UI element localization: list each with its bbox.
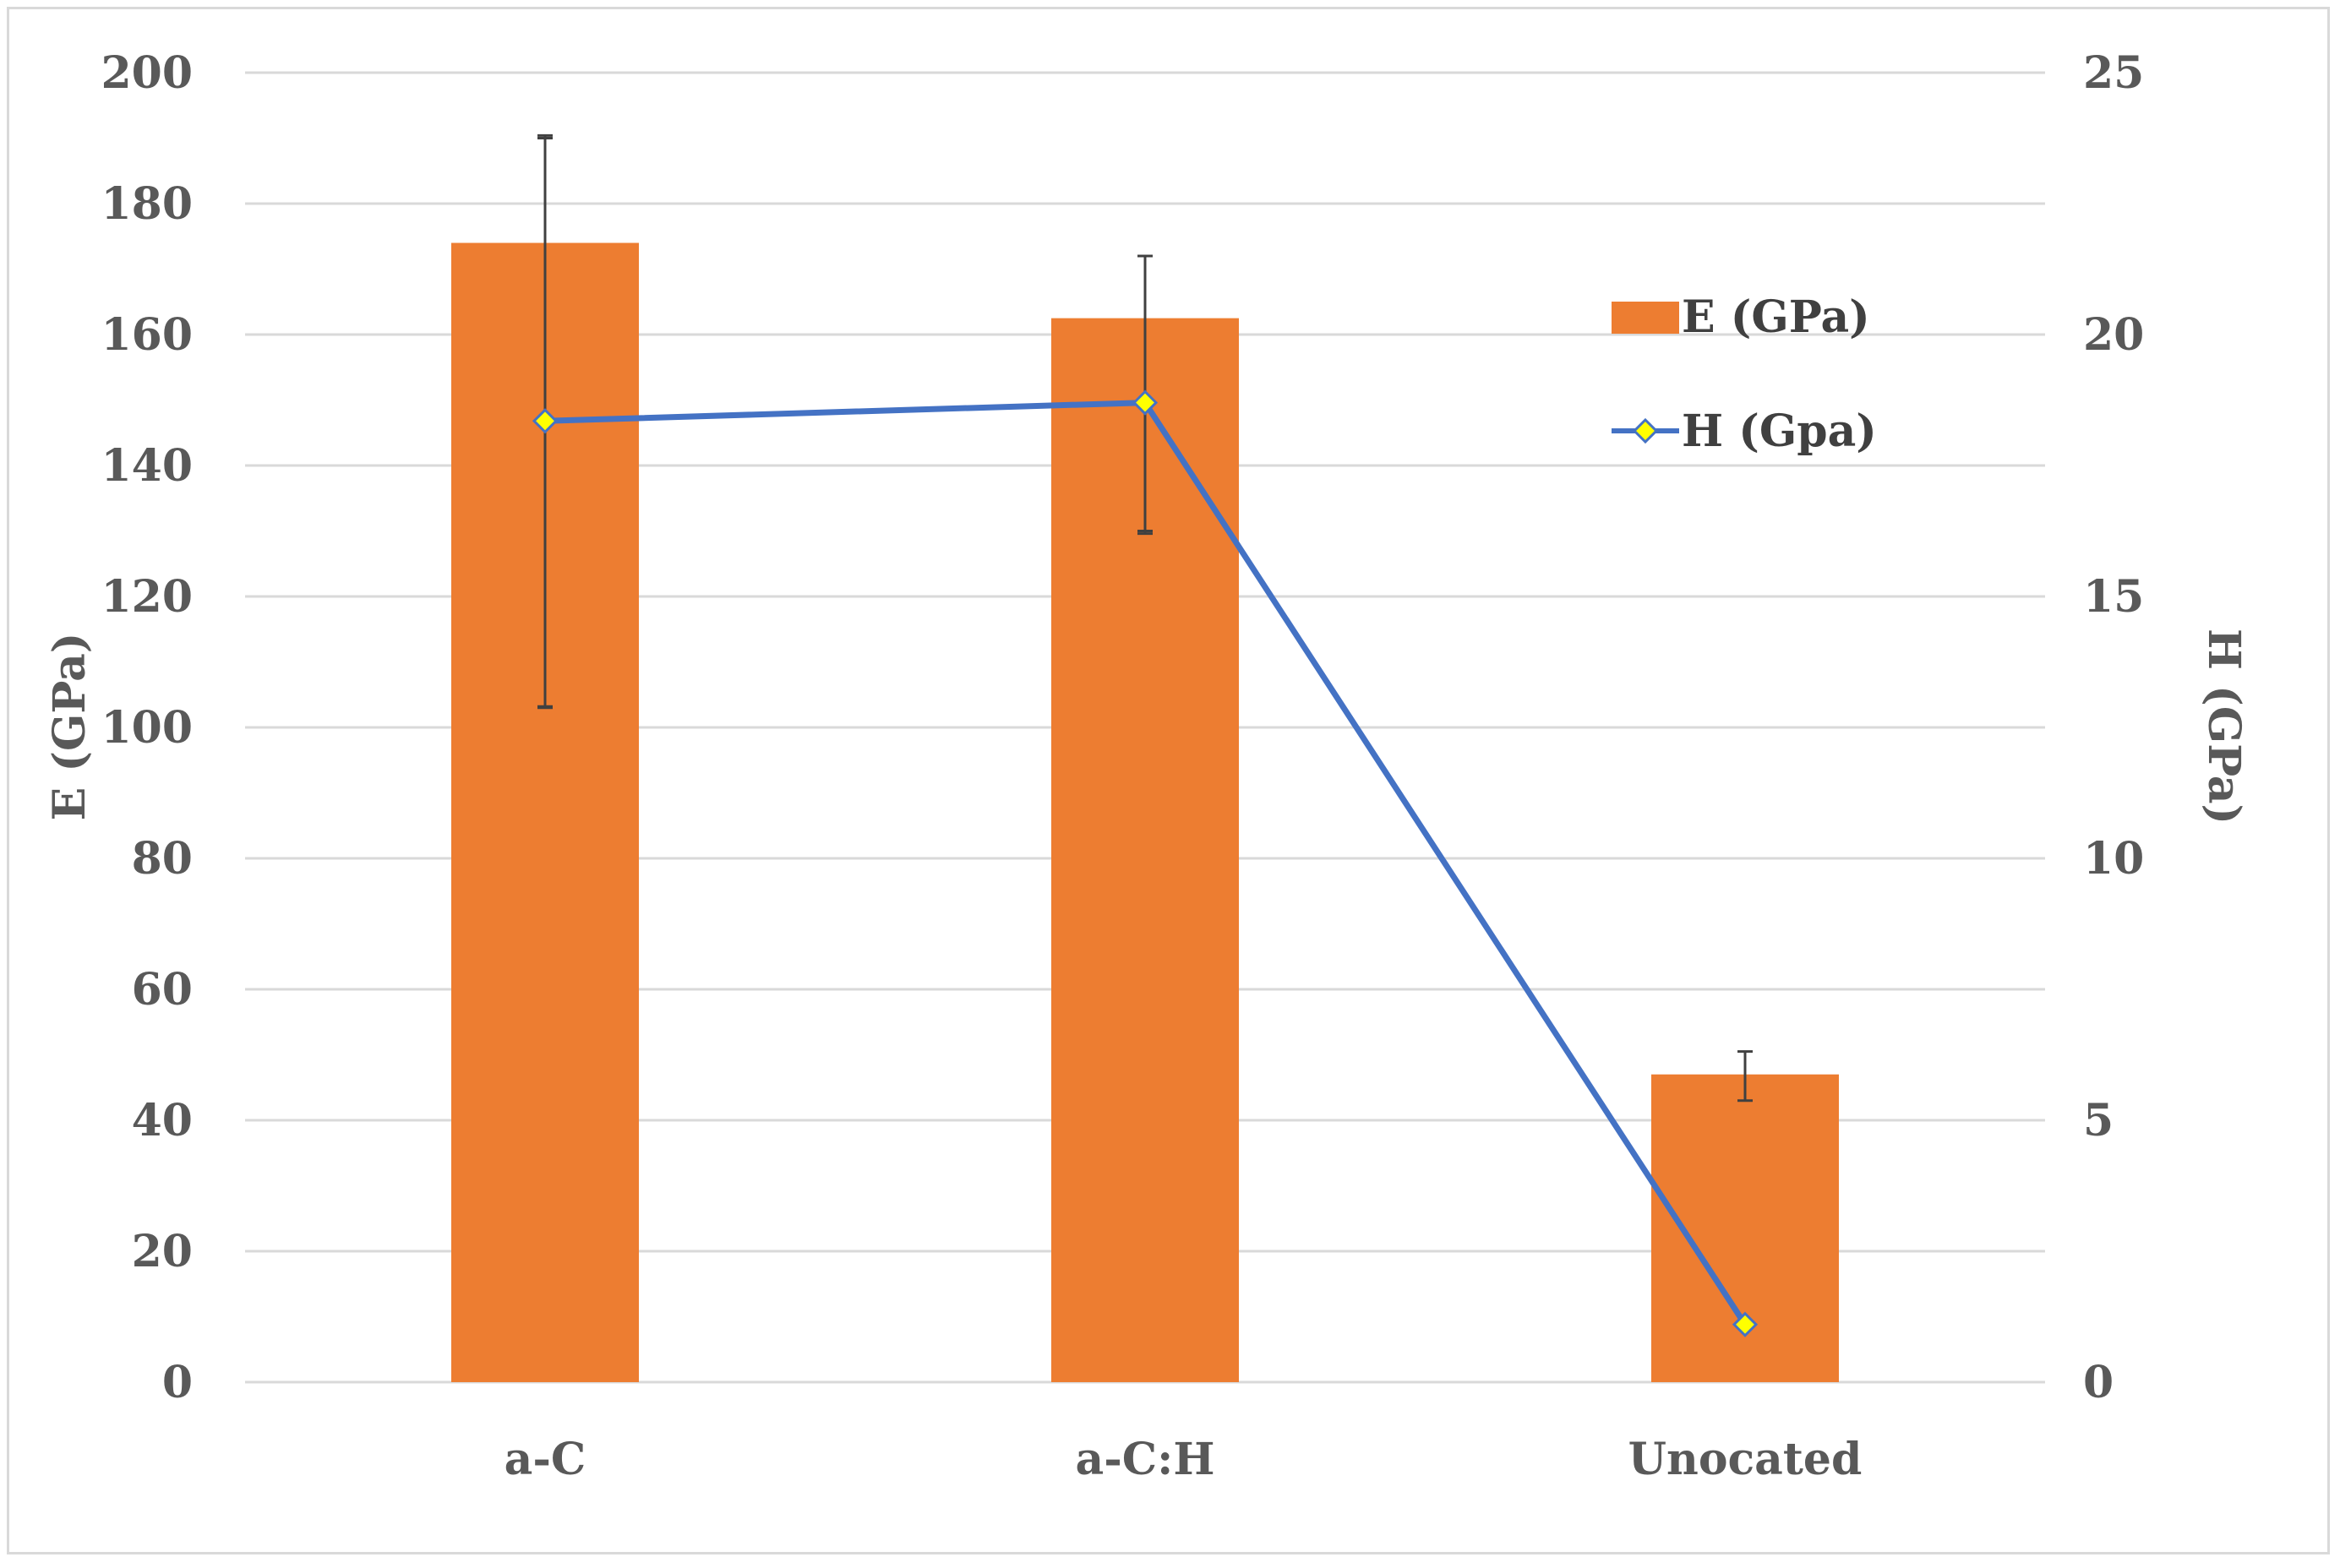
legend-bar-label: E (GPa) [1682, 291, 1870, 343]
x-category-label: Unocated [1628, 1434, 1863, 1485]
y-left-tick-label: 120 [101, 571, 193, 623]
y-right-tick-label: 20 [2083, 309, 2144, 361]
x-category-label: a-C:H [1076, 1434, 1215, 1485]
y-left-tick-label: 60 [132, 964, 193, 1015]
y-left-tick-label: 160 [101, 309, 193, 361]
y-axis-left-title: E (GPa) [44, 633, 95, 821]
y-right-tick-label: 5 [2083, 1095, 2114, 1146]
y-left-tick-label: 80 [132, 833, 193, 885]
legend-bar-swatch [1612, 302, 1679, 334]
legend-line-marker [1632, 417, 1659, 444]
y-right-tick-label: 10 [2083, 833, 2144, 885]
legend: E (GPa) H (Gpa) [1612, 291, 1877, 457]
y-left-tick-label: 180 [101, 178, 193, 230]
y-left-tick-label: 200 [101, 47, 193, 99]
h-marker-a-C:H [1132, 389, 1159, 416]
y-axis-left-ticks: 0 20 40 60 80 100 120 140 160 180 200 [101, 47, 193, 1408]
y-axis-right-ticks: 0 5 10 15 20 25 [2083, 47, 2144, 1408]
y-right-tick-label: 25 [2083, 47, 2144, 99]
y-left-tick-label: 20 [132, 1226, 193, 1277]
y-axis-right-title: H (GPa) [2198, 629, 2250, 825]
h-marker-Unocated [1732, 1311, 1759, 1337]
h-marker-a-C [532, 408, 559, 434]
y-right-tick-label: 15 [2083, 571, 2144, 623]
y-right-tick-label: 0 [2083, 1357, 2114, 1408]
y-left-tick-label: 40 [132, 1095, 193, 1146]
x-category-label: a-C [505, 1434, 586, 1485]
legend-line-label: H (Gpa) [1682, 406, 1877, 457]
y-left-tick-label: 100 [101, 702, 193, 754]
y-left-tick-label: 0 [162, 1357, 193, 1408]
x-axis-ticks: a-C a-C:H Unocated [505, 1434, 1863, 1485]
line-markers [532, 389, 1759, 1337]
y-left-tick-label: 140 [101, 440, 193, 492]
